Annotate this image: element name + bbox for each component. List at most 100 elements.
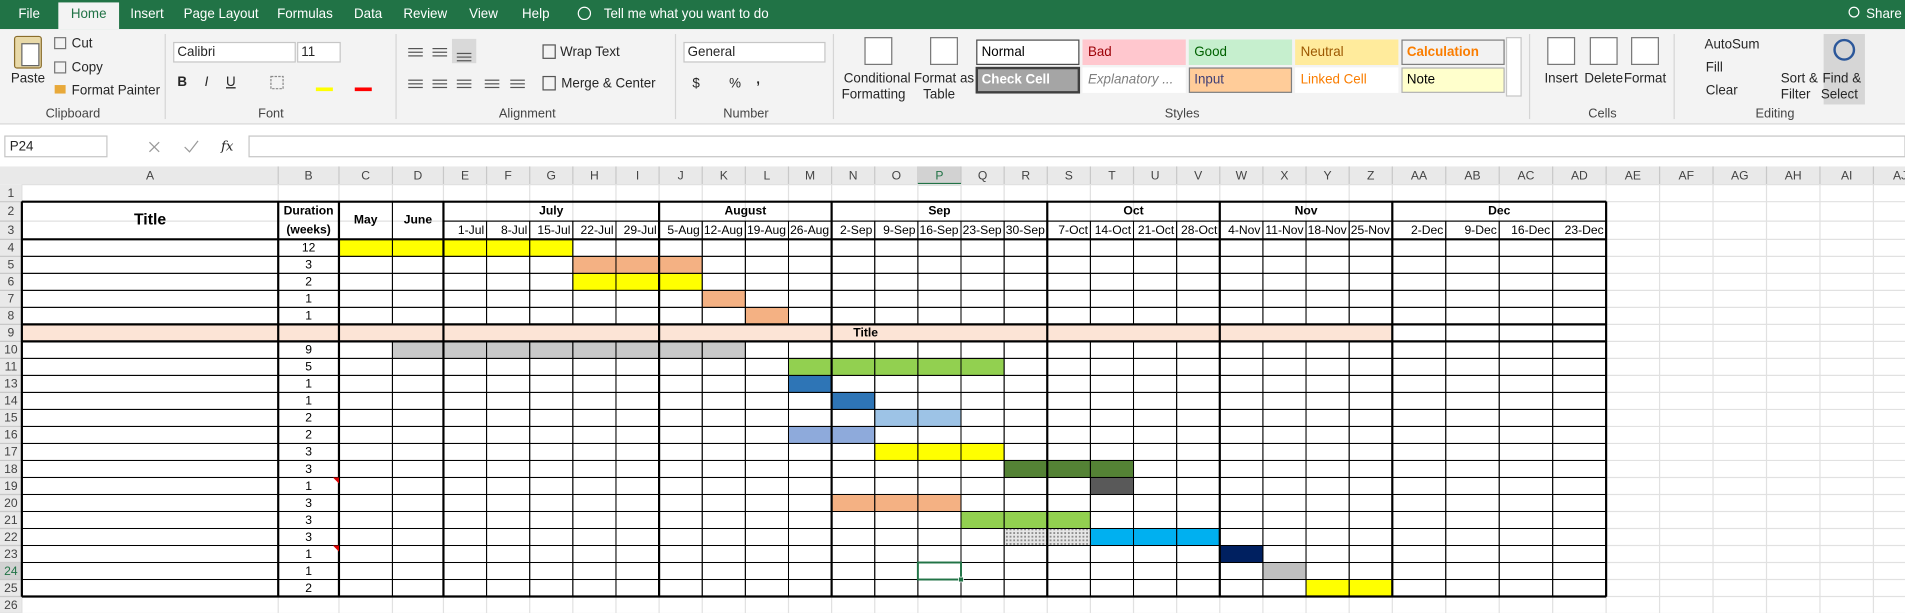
- copy-button[interactable]: Copy: [72, 60, 104, 75]
- column-header[interactable]: A: [146, 168, 155, 182]
- column-header[interactable]: AG: [1731, 168, 1749, 182]
- ribbon-tab[interactable]: File: [18, 6, 40, 21]
- find-select-button[interactable]: Find &: [1823, 71, 1862, 86]
- ribbon-tab[interactable]: Page Layout: [184, 6, 259, 21]
- cell-style-name[interactable]: Linked Cell: [1301, 72, 1367, 87]
- column-header[interactable]: B: [305, 168, 313, 182]
- conditional-formatting-button[interactable]: Formatting: [842, 86, 906, 101]
- row-header[interactable]: 8: [8, 309, 15, 323]
- cell-style-name[interactable]: Good: [1194, 44, 1227, 59]
- autosum-button[interactable]: AutoSum: [1705, 36, 1760, 51]
- ribbon-tab[interactable]: Home: [71, 6, 107, 21]
- row-header[interactable]: 13: [4, 377, 18, 391]
- underline-button[interactable]: U: [226, 74, 236, 89]
- sort-filter-button[interactable]: Filter: [1781, 86, 1811, 101]
- column-header[interactable]: J: [678, 168, 684, 182]
- comma-button[interactable]: ,: [756, 72, 760, 87]
- column-header[interactable]: H: [590, 168, 599, 182]
- column-header[interactable]: M: [805, 168, 815, 182]
- cell-style-name[interactable]: Normal: [982, 44, 1025, 59]
- row-header[interactable]: 11: [5, 360, 18, 374]
- row-header[interactable]: 18: [4, 462, 18, 476]
- column-header[interactable]: AJ: [1893, 168, 1905, 182]
- cell-style-name[interactable]: Neutral: [1301, 44, 1344, 59]
- cell-style-name[interactable]: Input: [1194, 72, 1224, 87]
- column-header[interactable]: S: [1065, 168, 1073, 182]
- delete-button[interactable]: Delete: [1584, 71, 1623, 86]
- row-header[interactable]: 21: [4, 513, 18, 527]
- column-header[interactable]: P: [935, 168, 943, 182]
- row-header[interactable]: 17: [4, 445, 18, 459]
- column-header[interactable]: AH: [1785, 168, 1802, 182]
- column-header[interactable]: G: [547, 168, 556, 182]
- row-header[interactable]: 3: [8, 223, 15, 237]
- row-header[interactable]: 25: [4, 581, 18, 595]
- row-header[interactable]: 20: [4, 496, 18, 510]
- format-as-table-button[interactable]: Table: [923, 86, 955, 101]
- ribbon-tab[interactable]: Formulas: [277, 6, 333, 21]
- insert-button[interactable]: Insert: [1544, 71, 1578, 86]
- column-header[interactable]: E: [461, 168, 469, 182]
- column-header[interactable]: Y: [1324, 168, 1332, 182]
- cell-style-name[interactable]: Check Cell: [982, 72, 1050, 87]
- column-header[interactable]: AC: [1518, 168, 1535, 182]
- column-header[interactable]: X: [1280, 168, 1288, 182]
- column-header[interactable]: AD: [1571, 168, 1588, 182]
- column-header[interactable]: U: [1151, 168, 1160, 182]
- ribbon-tab[interactable]: Data: [354, 6, 383, 21]
- cell-style-name[interactable]: Note: [1407, 72, 1435, 87]
- name-box-text[interactable]: P24: [10, 139, 34, 154]
- italic-button[interactable]: I: [205, 74, 209, 89]
- share-button[interactable]: Share: [1866, 6, 1902, 21]
- merge-center-button[interactable]: Merge & Center: [561, 75, 656, 90]
- column-header[interactable]: N: [849, 168, 858, 182]
- row-header[interactable]: 16: [4, 428, 18, 442]
- row-header[interactable]: 9: [8, 326, 15, 340]
- row-header[interactable]: 6: [8, 275, 15, 289]
- ribbon-tab[interactable]: Review: [403, 6, 447, 21]
- conditional-formatting-button[interactable]: Conditional: [844, 71, 911, 86]
- sort-filter-button[interactable]: Sort &: [1781, 71, 1818, 86]
- column-header[interactable]: F: [504, 168, 511, 182]
- column-header[interactable]: Z: [1367, 168, 1375, 182]
- row-header[interactable]: 23: [4, 547, 18, 561]
- row-header[interactable]: 24: [4, 564, 18, 578]
- clear-button[interactable]: Clear: [1706, 83, 1738, 98]
- column-header[interactable]: AA: [1411, 168, 1428, 182]
- row-header[interactable]: 22: [4, 530, 18, 544]
- column-header[interactable]: Q: [978, 168, 987, 182]
- ribbon-tab[interactable]: Insert: [130, 6, 164, 21]
- row-header[interactable]: 15: [4, 411, 18, 425]
- column-header[interactable]: AF: [1679, 168, 1695, 182]
- fill-button[interactable]: Fill: [1706, 60, 1723, 75]
- wrap-text-button[interactable]: Wrap Text: [560, 44, 620, 59]
- font-name[interactable]: Calibri: [177, 44, 215, 59]
- format-as-table-button[interactable]: Format as: [914, 71, 974, 86]
- cell-style-name[interactable]: Calculation: [1407, 44, 1479, 59]
- cut-button[interactable]: Cut: [72, 35, 93, 50]
- column-header[interactable]: D: [414, 168, 423, 182]
- column-header[interactable]: W: [1236, 168, 1248, 182]
- row-header[interactable]: 19: [4, 479, 18, 493]
- percent-button[interactable]: %: [729, 75, 741, 90]
- column-header[interactable]: L: [764, 168, 771, 182]
- column-header[interactable]: R: [1021, 168, 1030, 182]
- column-header[interactable]: C: [361, 168, 370, 182]
- row-header[interactable]: 26: [4, 598, 18, 612]
- column-header[interactable]: I: [636, 168, 639, 182]
- row-header[interactable]: 10: [4, 343, 18, 357]
- paste-button[interactable]: Paste: [11, 71, 45, 86]
- cell-style-name[interactable]: Bad: [1088, 44, 1112, 59]
- row-header[interactable]: 2: [8, 204, 15, 218]
- row-header[interactable]: 5: [8, 258, 15, 272]
- row-header[interactable]: 14: [4, 394, 18, 408]
- number-format[interactable]: General: [688, 44, 736, 59]
- column-header[interactable]: AI: [1841, 168, 1852, 182]
- column-header[interactable]: V: [1194, 168, 1203, 182]
- tell-me[interactable]: Tell me what you want to do: [604, 6, 769, 21]
- find-select-button[interactable]: Select: [1821, 86, 1858, 101]
- insert-function[interactable]: fx: [220, 140, 234, 155]
- currency-button[interactable]: $: [692, 75, 700, 90]
- column-header[interactable]: O: [892, 168, 901, 182]
- format-painter-button[interactable]: Format Painter: [72, 83, 161, 98]
